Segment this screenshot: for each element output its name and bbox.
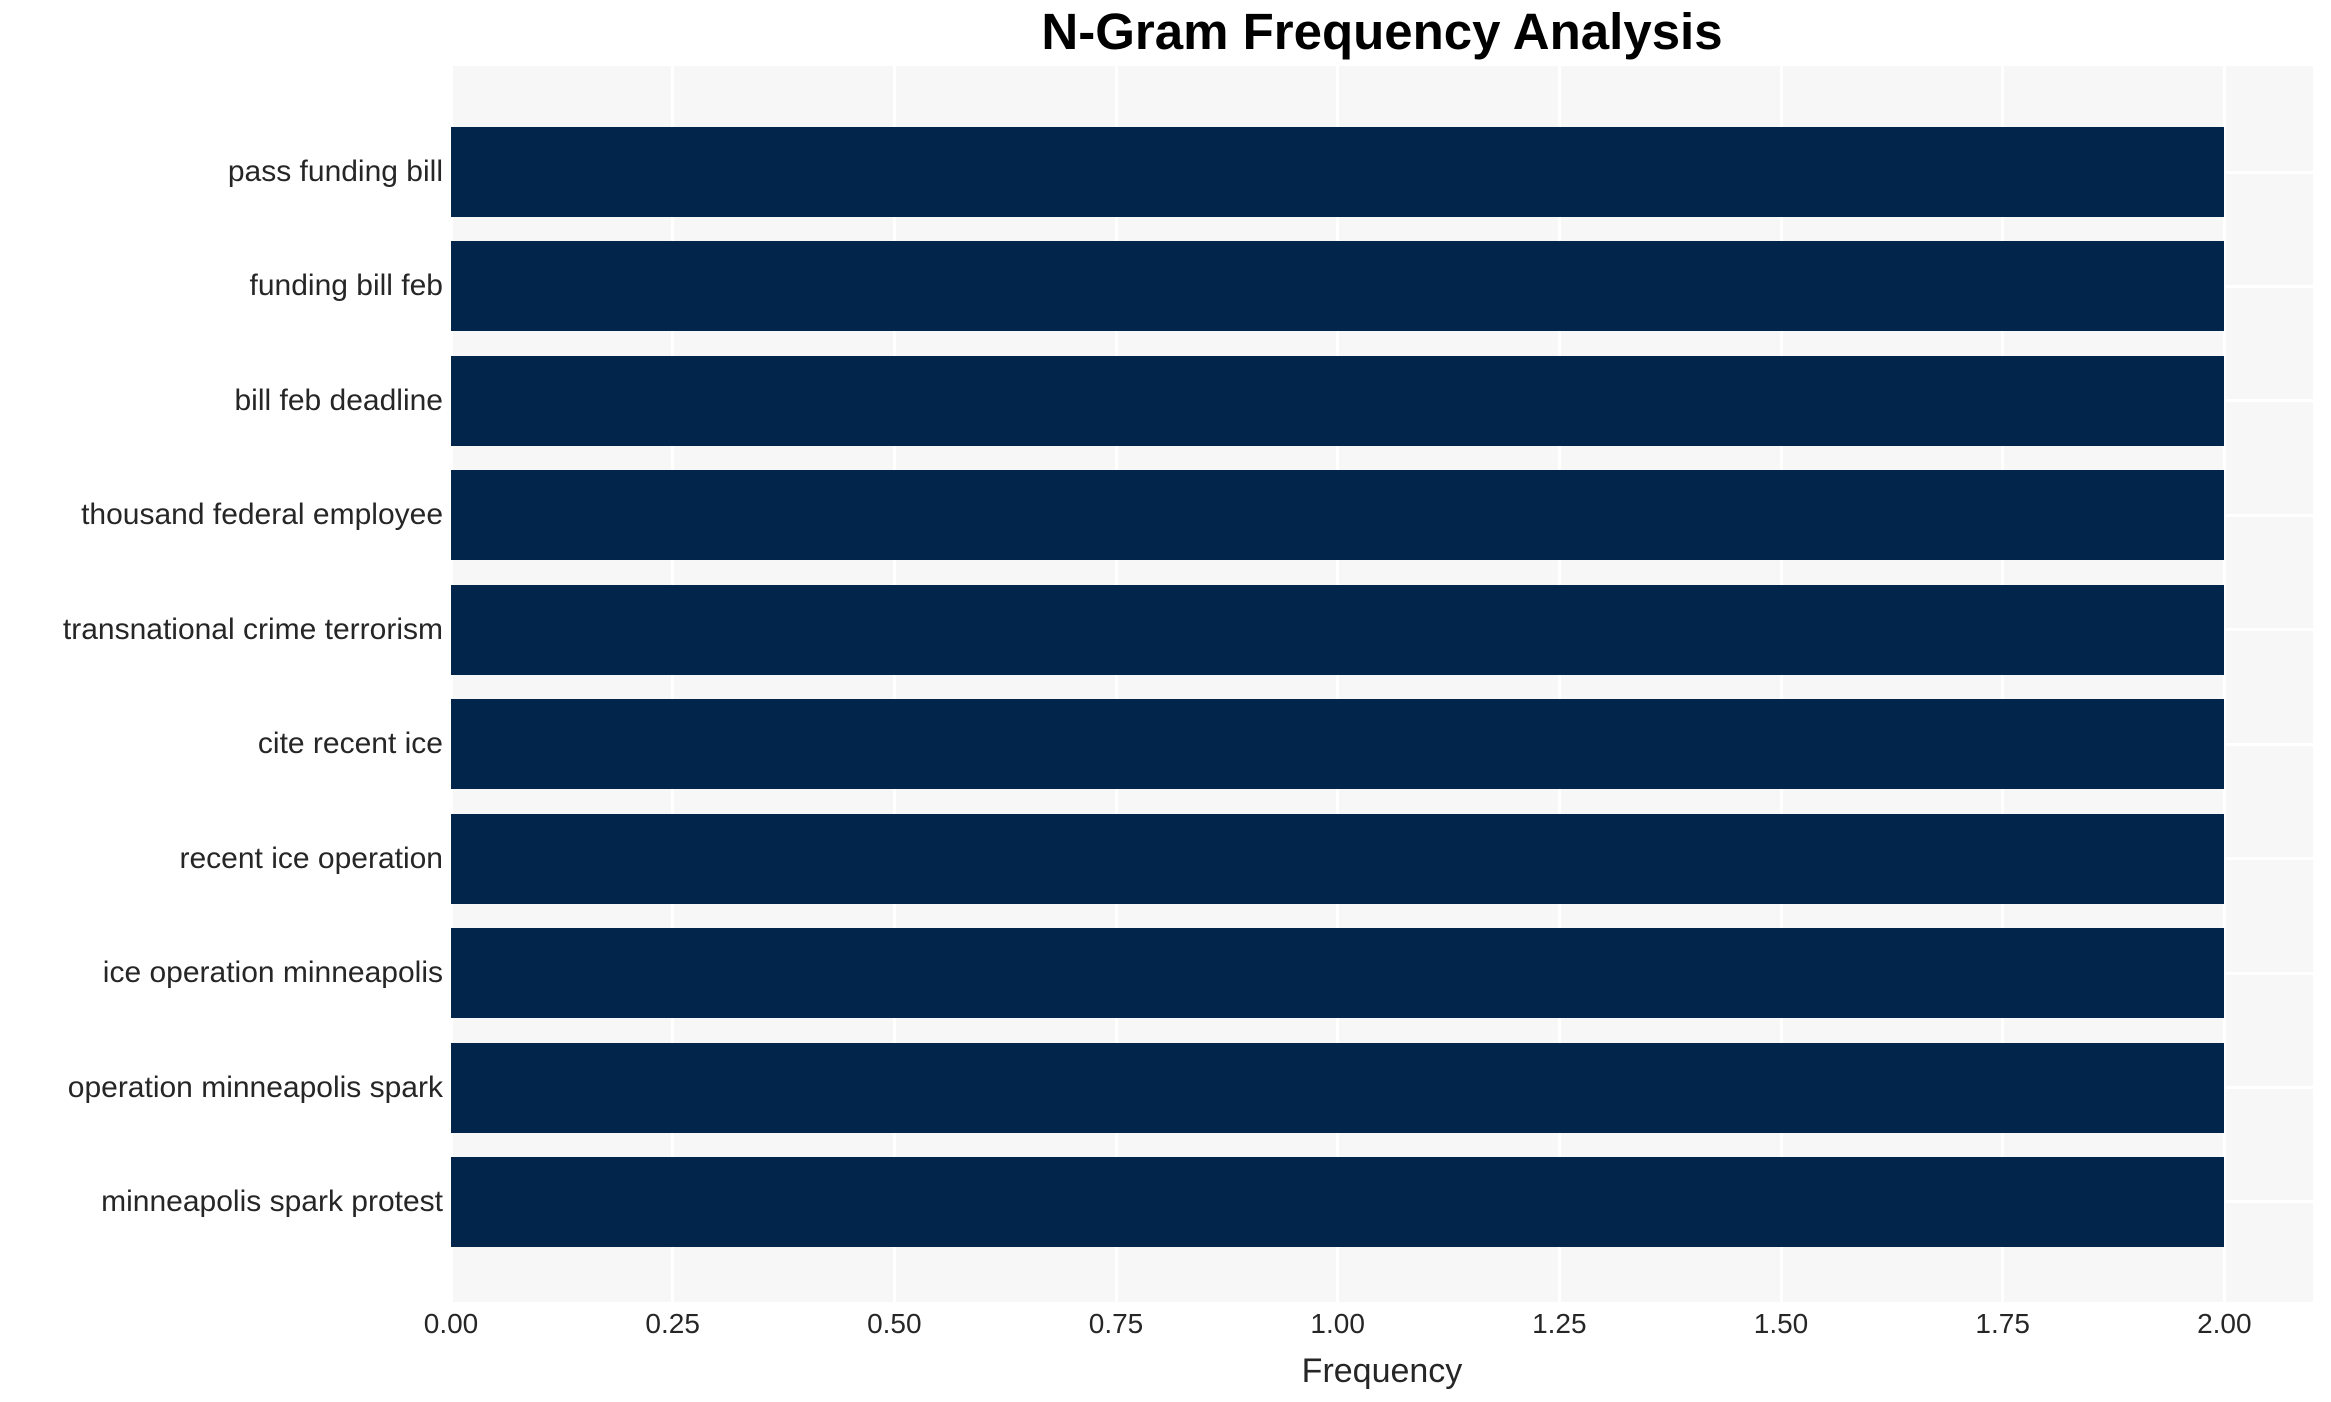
- gridline-vertical: [671, 66, 675, 1302]
- bar-minneapolis-spark-protest: [451, 1156, 2225, 1247]
- x-tick-label: 2.00: [2197, 1308, 2252, 1339]
- y-tick-label: operation minneapolis spark: [67, 1070, 443, 1104]
- gridline-vertical: [892, 66, 896, 1302]
- x-tick-label: 1.75: [1975, 1308, 2030, 1339]
- x-tick-label: 1.25: [1532, 1308, 1587, 1339]
- bar-bill-feb-deadline: [451, 355, 2225, 446]
- gridline-vertical: [451, 66, 453, 1302]
- x-tick-label: 0.25: [645, 1308, 700, 1339]
- plot-area: [451, 66, 2313, 1302]
- y-tick-label: funding bill feb: [249, 269, 443, 303]
- y-tick-label: recent ice operation: [179, 841, 444, 875]
- bar-operation-minneapolis-spark: [451, 1042, 2225, 1133]
- bar-ice-operation-minneapolis: [451, 928, 2225, 1019]
- chart-title: N-Gram Frequency Analysis: [1041, 3, 1723, 60]
- y-tick-label: minneapolis spark protest: [101, 1184, 443, 1218]
- x-tick-label: 0.00: [423, 1308, 479, 1339]
- x-tick-label: 0.50: [867, 1308, 922, 1339]
- x-tick-label: 1.50: [1753, 1308, 1809, 1339]
- bar-thousand-federal-employee: [451, 470, 2225, 561]
- x-tick-label: 1.00: [1310, 1308, 1365, 1339]
- x-axis-title: Frequency: [1301, 1352, 1463, 1390]
- gridline-vertical: [2222, 66, 2226, 1302]
- bar-cite-recent-ice: [451, 699, 2225, 790]
- bar-funding-bill-feb: [451, 241, 2225, 332]
- gridline-vertical: [1779, 66, 1783, 1302]
- bar-transnational-crime-terrorism: [451, 584, 2225, 675]
- y-tick-label: cite recent ice: [257, 727, 443, 761]
- gridline-vertical: [1114, 66, 1118, 1302]
- bar-pass-funding-bill: [451, 127, 2225, 217]
- y-tick-label: transnational crime terrorism: [62, 612, 443, 646]
- y-tick-label: thousand federal employee: [81, 498, 443, 532]
- gridline-vertical: [1557, 66, 1561, 1302]
- gridline-vertical: [1336, 66, 1340, 1302]
- y-tick-label: pass funding bill: [227, 155, 443, 188]
- y-tick-label: ice operation minneapolis: [102, 956, 443, 990]
- x-tick-label: 0.75: [1088, 1308, 1144, 1339]
- bar-recent-ice-operation: [451, 813, 2225, 904]
- gridline-vertical: [2001, 66, 2005, 1302]
- y-tick-label: bill feb deadline: [234, 383, 444, 417]
